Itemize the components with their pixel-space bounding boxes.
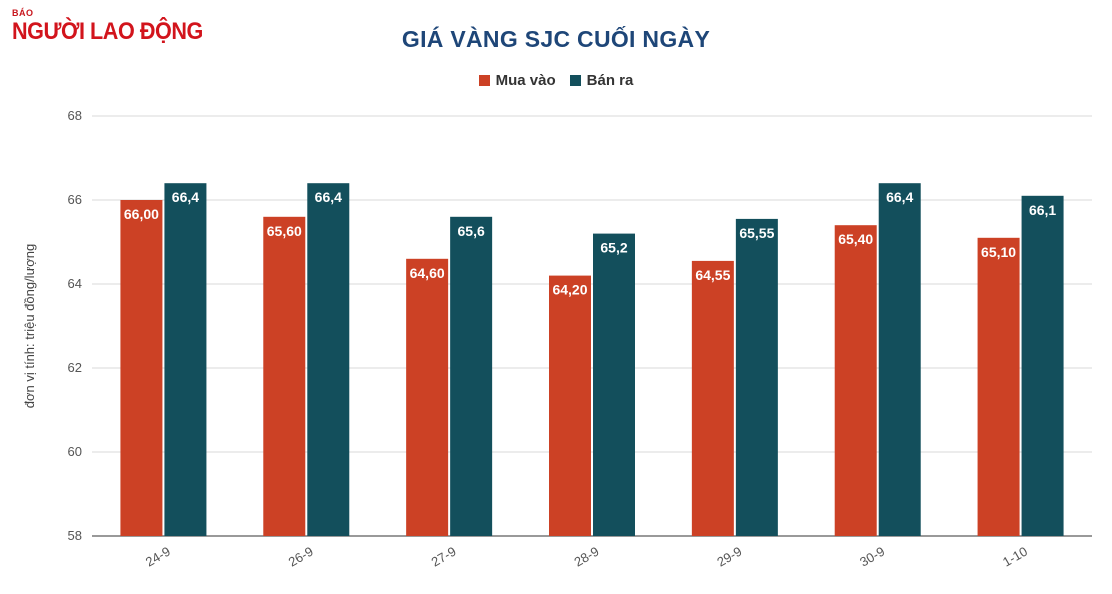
data-label-buy: 65,10 (981, 244, 1016, 260)
data-label-sell: 65,55 (739, 225, 774, 241)
data-label-buy: 66,00 (124, 206, 159, 222)
chart-legend: Mua vào Bán ra (0, 72, 1112, 89)
data-label-buy: 64,55 (695, 267, 730, 283)
legend-swatch-sell (569, 75, 581, 86)
data-label-sell: 66,1 (1029, 202, 1056, 218)
data-label-buy: 64,20 (552, 282, 587, 298)
bar-buy (120, 200, 163, 536)
y-tick-label: 60 (68, 444, 82, 459)
x-tick-label: 30-9 (857, 544, 887, 570)
bar-buy (263, 216, 306, 537)
legend-item-sell: Bán ra (569, 72, 634, 89)
data-label-buy: 64,60 (410, 265, 445, 281)
data-label-sell: 66,4 (315, 189, 342, 205)
newspaper-logo: BÁO NGƯỜI LAO ĐỘNG (12, 8, 203, 48)
bar-sell (1021, 195, 1064, 537)
legend-label-buy: Mua vào (495, 72, 556, 89)
logo-prefix: BÁO (12, 8, 34, 18)
x-tick-label: 1-10 (1000, 544, 1030, 570)
data-label-sell: 65,2 (600, 240, 627, 256)
x-tick-label: 27-9 (429, 544, 459, 570)
y-tick-label: 66 (68, 192, 82, 207)
data-label-buy: 65,40 (838, 231, 873, 247)
x-tick-label: 26-9 (286, 544, 316, 570)
data-label-sell: 66,4 (172, 189, 199, 205)
bar-buy (549, 275, 591, 536)
data-label-buy: 65,60 (267, 223, 302, 239)
logo-name: NGƯỜI LAO ĐỘNG (12, 18, 203, 45)
legend-swatch-buy (478, 75, 490, 86)
y-tick-label: 58 (68, 528, 82, 543)
y-axis-label: đơn vị tính: triệu đồng/lượng (22, 244, 37, 409)
y-tick-label: 62 (68, 360, 82, 375)
data-label-sell: 66,4 (886, 189, 913, 205)
x-tick-label: 29-9 (714, 544, 744, 570)
bar-sell (450, 216, 493, 537)
bar-sell (307, 183, 350, 536)
bar-sell (164, 183, 207, 536)
x-tick-label: 28-9 (571, 544, 601, 570)
x-tick-label: 24-9 (143, 544, 173, 570)
bar-buy (834, 225, 877, 536)
legend-item-buy: Mua vào (478, 72, 556, 89)
bar-buy (691, 260, 734, 536)
bar-buy (977, 237, 1020, 537)
data-label-sell: 65,6 (458, 223, 485, 239)
chart-title: GIÁ VÀNG SJC CUỐI NGÀY (401, 26, 711, 52)
bar-sell (878, 183, 921, 536)
bar-buy (406, 258, 449, 536)
legend-label-sell: Bán ra (586, 72, 634, 89)
bar-sell (593, 233, 635, 536)
bar-sell (735, 218, 778, 536)
y-tick-label: 64 (68, 276, 82, 291)
y-tick-label: 68 (68, 108, 82, 123)
